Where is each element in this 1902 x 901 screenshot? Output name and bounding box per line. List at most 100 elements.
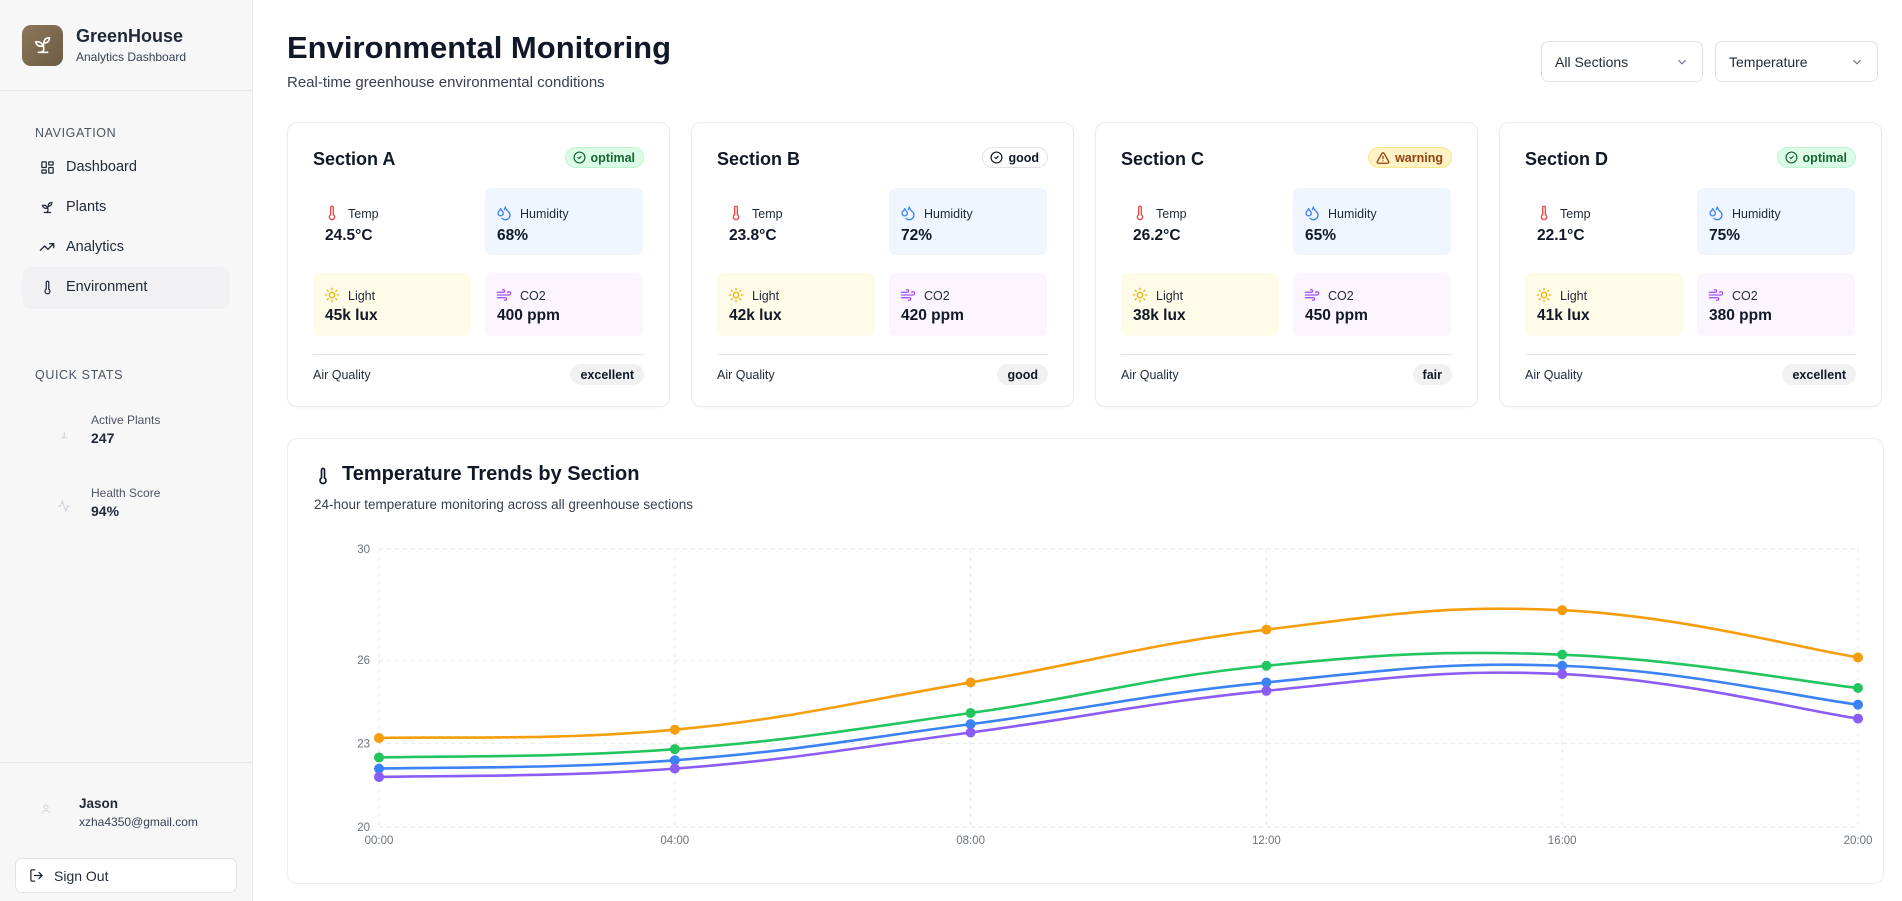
metric-label: Temp <box>348 207 379 221</box>
series-point <box>1557 669 1568 680</box>
page-subtitle: Real-time greenhouse environmental condi… <box>287 74 605 91</box>
metric-value: 380 ppm <box>1709 307 1772 324</box>
metric-value: 420 ppm <box>901 307 964 324</box>
humidity-metric: Humidity 68% <box>485 188 643 255</box>
chevron-down-icon <box>1678 59 1686 65</box>
page-title: Environmental Monitoring <box>287 30 672 65</box>
series-point <box>1261 685 1272 696</box>
metric-filter-select[interactable]: Temperature <box>1715 41 1878 82</box>
series-point <box>1557 660 1568 671</box>
nav-list: Dashboard Plants Analytics Environment <box>23 147 229 307</box>
metric-value: 65% <box>1305 227 1337 244</box>
stat-active-plants: Active Plants 247 <box>91 413 160 446</box>
metric-label: CO2 <box>520 289 546 303</box>
thermometer-icon <box>728 205 744 221</box>
series-point <box>669 724 680 735</box>
air-quality-badge: excellent <box>1782 364 1856 385</box>
grid-icon <box>39 159 55 175</box>
temp-metric: Temp 22.1°C <box>1525 188 1683 255</box>
metric-value: 26.2°C <box>1133 227 1181 244</box>
thermometer-icon <box>39 279 55 295</box>
series-point <box>1557 605 1568 616</box>
wind-icon <box>900 287 916 303</box>
section-card[interactable]: Section C warning Temp 26.2°C Humidity 65% Lig… <box>1095 122 1478 407</box>
sidebar-item-analytics[interactable]: Analytics <box>23 227 229 267</box>
series-point <box>669 744 680 755</box>
section-card[interactable]: Section B good Temp 23.8°C Humidity 72% Light 4… <box>691 122 1074 407</box>
stat-label: Active Plants <box>91 413 161 427</box>
metric-value: 400 ppm <box>497 307 560 324</box>
metric-label: Humidity <box>924 207 973 221</box>
metric-label: Humidity <box>1328 207 1377 221</box>
x-tick-label: 08:00 <box>956 835 985 847</box>
light-metric: Light 42k lux <box>717 273 875 336</box>
status-badge-label: good <box>1008 150 1039 165</box>
metric-label: Temp <box>1156 207 1187 221</box>
metric-value: 45k lux <box>325 307 378 324</box>
status-badge: good <box>982 147 1048 168</box>
nav-heading: NAVIGATION <box>35 126 117 140</box>
humidity-metric: Humidity 72% <box>889 188 1047 255</box>
series-point <box>1261 624 1272 635</box>
sidebar-item-plants[interactable]: Plants <box>23 187 229 227</box>
chart-title: Temperature Trends by Section <box>342 463 640 485</box>
series-point <box>1853 699 1863 710</box>
sidebar-item-label: Environment <box>66 279 148 295</box>
metric-label: Light <box>348 289 376 303</box>
section-card[interactable]: Section A optimal Temp 24.5°C Humidity 68% Lig… <box>287 122 670 407</box>
series-point <box>1853 652 1863 663</box>
series-point <box>669 755 680 766</box>
metric-value: 72% <box>901 227 933 244</box>
user-area: Jason xzha4350@gmail.com Sign Out <box>0 762 253 901</box>
section-filter-select[interactable]: All Sections <box>1541 41 1703 82</box>
x-tick-label: 16:00 <box>1548 835 1577 847</box>
metric-value: 450 ppm <box>1305 307 1368 324</box>
series-line-3 <box>378 663 1859 770</box>
metric-filter-value: Temperature <box>1729 53 1808 70</box>
status-badge-label: optimal <box>1802 150 1847 165</box>
sprout-icon <box>61 431 67 439</box>
chart-subtitle: 24-hour temperature monitoring across al… <box>314 497 693 512</box>
air-quality-label: Air Quality <box>313 368 371 382</box>
user-avatar-icon <box>41 804 51 814</box>
sidebar-item-dashboard[interactable]: Dashboard <box>23 147 229 187</box>
sidebar-item-environment[interactable]: Environment <box>23 267 229 307</box>
sprout-icon <box>39 199 55 215</box>
divider <box>1525 354 1856 355</box>
section-card[interactable]: Section D optimal Temp 22.1°C Humidity 75% Lig… <box>1499 122 1882 407</box>
sprout-logo-icon <box>22 24 63 66</box>
stat-label: Health Score <box>91 486 161 500</box>
status-badge: optimal <box>1776 147 1856 168</box>
log-out-icon <box>30 869 43 882</box>
divider <box>313 354 644 355</box>
metric-label: Light <box>752 289 780 303</box>
wind-icon <box>1304 287 1320 303</box>
series-point <box>965 708 976 719</box>
metric-label: Humidity <box>1732 207 1781 221</box>
y-tick-label: 26 <box>357 655 370 667</box>
trending-up-icon <box>39 239 55 255</box>
temperature-line-chart: 20 23 26 30 00:00 04:00 08:00 12:00 16:00 20:00 <box>357 544 1872 847</box>
metric-value: 22.1°C <box>1537 227 1585 244</box>
status-badge: warning <box>1368 147 1452 168</box>
y-tick-label: 23 <box>357 739 370 751</box>
sun-icon <box>728 287 744 303</box>
metric-label: CO2 <box>1328 289 1354 303</box>
metric-value: 68% <box>497 227 529 244</box>
series-point <box>374 763 384 774</box>
check-circle-icon <box>1785 151 1803 164</box>
air-quality-label: Air Quality <box>1525 368 1583 382</box>
status-badge-label: optimal <box>590 150 635 165</box>
droplets-icon <box>1708 205 1724 221</box>
section-filter-value: All Sections <box>1555 53 1629 70</box>
series-point <box>965 677 976 688</box>
sign-out-button[interactable]: Sign Out <box>15 858 237 893</box>
metric-value: 38k lux <box>1133 307 1186 324</box>
stat-health-score: Health Score 94% <box>91 486 160 519</box>
sidebar: GreenHouse Analytics Dashboard NAVIGATIO… <box>0 0 253 901</box>
sun-icon <box>324 287 340 303</box>
metric-value: 75% <box>1709 227 1741 244</box>
sidebar-item-label: Analytics <box>66 239 125 255</box>
section-title: Section C <box>1121 149 1205 169</box>
droplets-icon <box>1304 205 1320 221</box>
